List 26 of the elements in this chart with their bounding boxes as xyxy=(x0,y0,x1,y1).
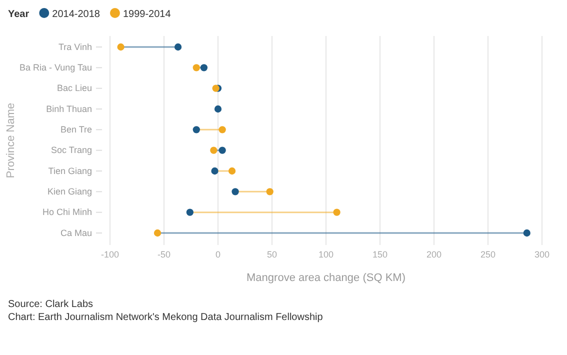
y-tick-label: Ca Mau xyxy=(60,228,92,238)
x-tick-label: 200 xyxy=(426,249,442,260)
legend-label: 1999-2014 xyxy=(122,9,172,20)
x-axis-title: Mangrove area change (SQ KM) xyxy=(246,272,406,284)
y-tick-label: Ho Chi Minh xyxy=(42,207,92,218)
y-tick-label: Kien Giang xyxy=(47,186,92,197)
y-tick-label: Ben Tre xyxy=(60,124,92,135)
x-tick-label: -50 xyxy=(157,249,171,260)
y-tick-label: Ba Ria - Vung Tau xyxy=(19,62,92,73)
legend-title: Year xyxy=(8,9,30,20)
y-tick-label: Soc Trang xyxy=(50,145,92,156)
y-tick-label: Tra Vinh xyxy=(58,42,92,52)
text: Chart: Earth Journalism Network's Mekong Data Journalism Fellowship xyxy=(8,312,324,323)
legend-label: 2014-2018 xyxy=(52,9,100,20)
x-tick-label: -100 xyxy=(100,249,120,260)
y-tick-label: Binh Thuan xyxy=(46,104,92,114)
x-tick-label: 250 xyxy=(480,249,496,260)
source-note: Source: Clark Labs xyxy=(8,299,94,310)
x-tick-label: 50 xyxy=(266,249,278,260)
y-tick-label: Tien Giang xyxy=(48,166,92,176)
x-tick-label: 100 xyxy=(318,249,334,260)
y-tick-label: Bac Lieu xyxy=(56,83,92,94)
x-tick-label: 150 xyxy=(372,249,388,260)
x-tick-label: 300 xyxy=(534,249,550,260)
x-tick-label: 0 xyxy=(215,249,221,260)
y-axis-title: Province Name xyxy=(5,102,17,178)
